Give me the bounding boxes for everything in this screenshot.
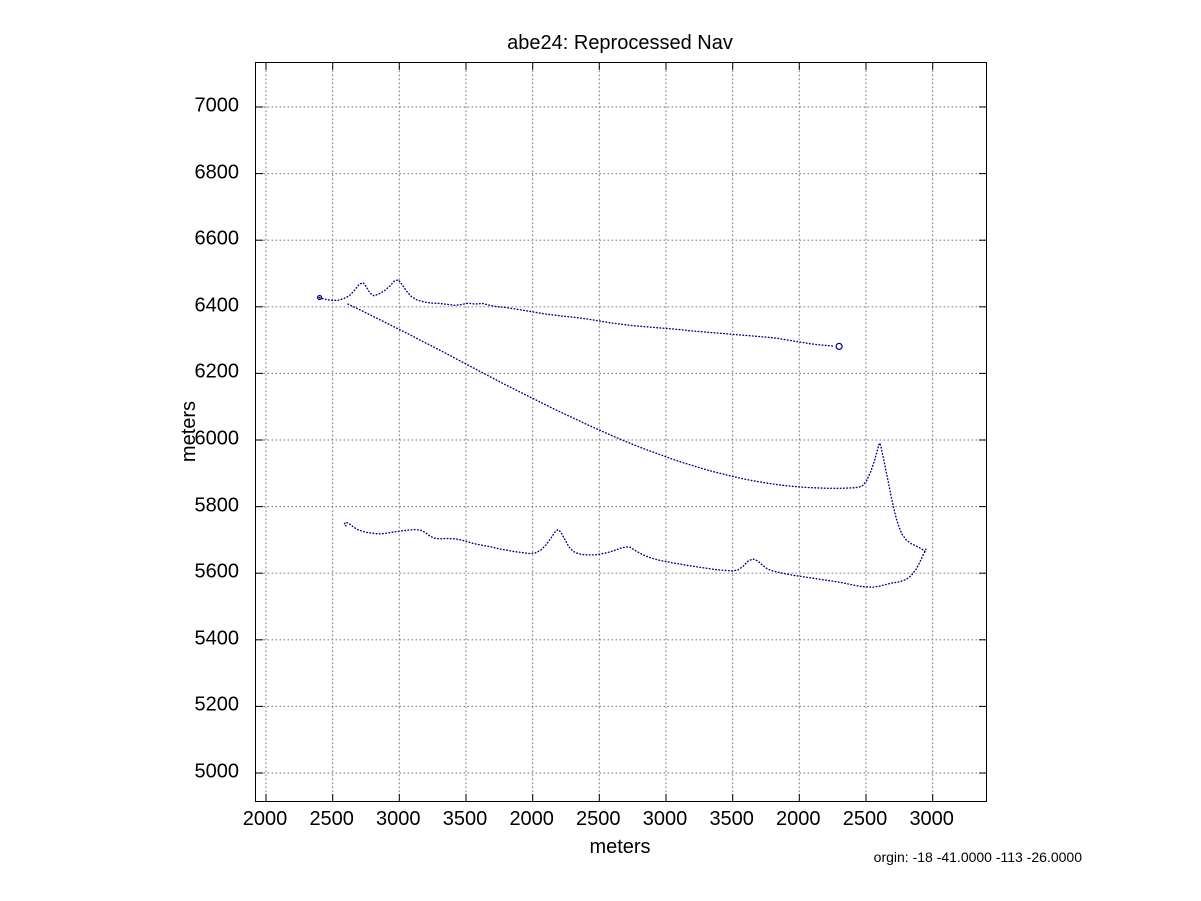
x-tick-labels: 2000 2500 3000 3500 2000 2500 3000 3500 2000 2500… [243,808,985,834]
y-tick-label: 5600 [194,560,240,583]
x-tick-label: 2500 [576,808,621,830]
x-tick-label: 2500 [309,808,354,830]
y-tick-label: 6800 [194,161,240,184]
y-tick-labels: 5000 5200 5400 5600 5800 6000 6200 6400 6600 6800… [0,62,247,800]
plot-area [255,62,987,802]
x-tick-label: 3500 [709,808,754,830]
x-tick-label: 3000 [642,808,688,830]
y-tick-label: 5400 [194,627,240,650]
chart-title: abe24: Reprocessed Nav [507,32,733,54]
y-tick-label: 6400 [194,294,240,317]
x-tick-label: 2500 [842,808,888,830]
nav-track-north-track [318,278,834,347]
track-endpoint-marker [316,294,323,301]
nav-track-transit-and-east-leg [347,303,927,555]
x-tick-label: 2000 [776,808,821,830]
y-tick-label: 5200 [194,693,240,716]
nav-track-south-track [343,521,927,588]
x-tick-label: 3500 [442,808,488,830]
x-tick-label: 3000 [376,808,421,830]
track-endpoint-marker [835,342,843,350]
x-tick-label: 3000 [909,808,954,830]
y-tick-label: 5000 [194,760,240,783]
y-tick-label: 6200 [194,360,240,383]
x-axis-label: meters [589,836,651,858]
plot-canvas [256,63,986,801]
y-tick-label: 6600 [194,227,240,250]
x-tick-label: 2000 [509,808,554,830]
origin-note: orgin: -18 -41.0000 -113 -26.0000 [873,849,1082,865]
y-tick-label: 5800 [194,494,240,517]
y-tick-label: 7000 [194,94,240,117]
x-tick-label: 2000 [242,808,288,830]
y-tick-label: 6000 [194,427,240,450]
